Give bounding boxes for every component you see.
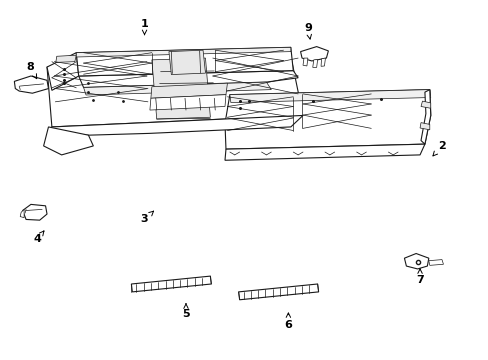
Polygon shape <box>152 58 210 119</box>
Text: 1: 1 <box>141 19 148 35</box>
Polygon shape <box>238 284 318 300</box>
Polygon shape <box>224 144 424 160</box>
Polygon shape <box>419 123 429 130</box>
Polygon shape <box>47 56 303 127</box>
Polygon shape <box>428 260 443 265</box>
Polygon shape <box>76 47 293 76</box>
Polygon shape <box>48 116 303 135</box>
Text: 8: 8 <box>26 62 37 78</box>
Polygon shape <box>300 46 328 61</box>
Polygon shape <box>312 59 317 67</box>
Polygon shape <box>168 50 205 75</box>
Polygon shape <box>22 204 47 220</box>
Polygon shape <box>420 90 430 144</box>
Polygon shape <box>43 127 93 155</box>
Text: 6: 6 <box>284 313 292 330</box>
Polygon shape <box>76 47 290 57</box>
Polygon shape <box>420 101 430 108</box>
Polygon shape <box>229 90 430 103</box>
Polygon shape <box>303 58 307 66</box>
Polygon shape <box>321 58 325 66</box>
Polygon shape <box>20 210 24 218</box>
Text: 4: 4 <box>33 231 44 244</box>
Polygon shape <box>224 90 430 149</box>
Text: 7: 7 <box>415 269 423 285</box>
Text: 5: 5 <box>182 304 189 319</box>
Polygon shape <box>56 55 76 62</box>
Polygon shape <box>131 276 211 292</box>
Polygon shape <box>150 95 225 110</box>
Polygon shape <box>83 82 271 95</box>
Text: 9: 9 <box>304 23 311 39</box>
Polygon shape <box>151 83 227 98</box>
Text: 2: 2 <box>432 141 445 156</box>
Polygon shape <box>47 53 79 90</box>
Polygon shape <box>404 253 428 269</box>
Polygon shape <box>79 71 298 87</box>
Text: 3: 3 <box>141 211 153 224</box>
Polygon shape <box>14 76 48 93</box>
